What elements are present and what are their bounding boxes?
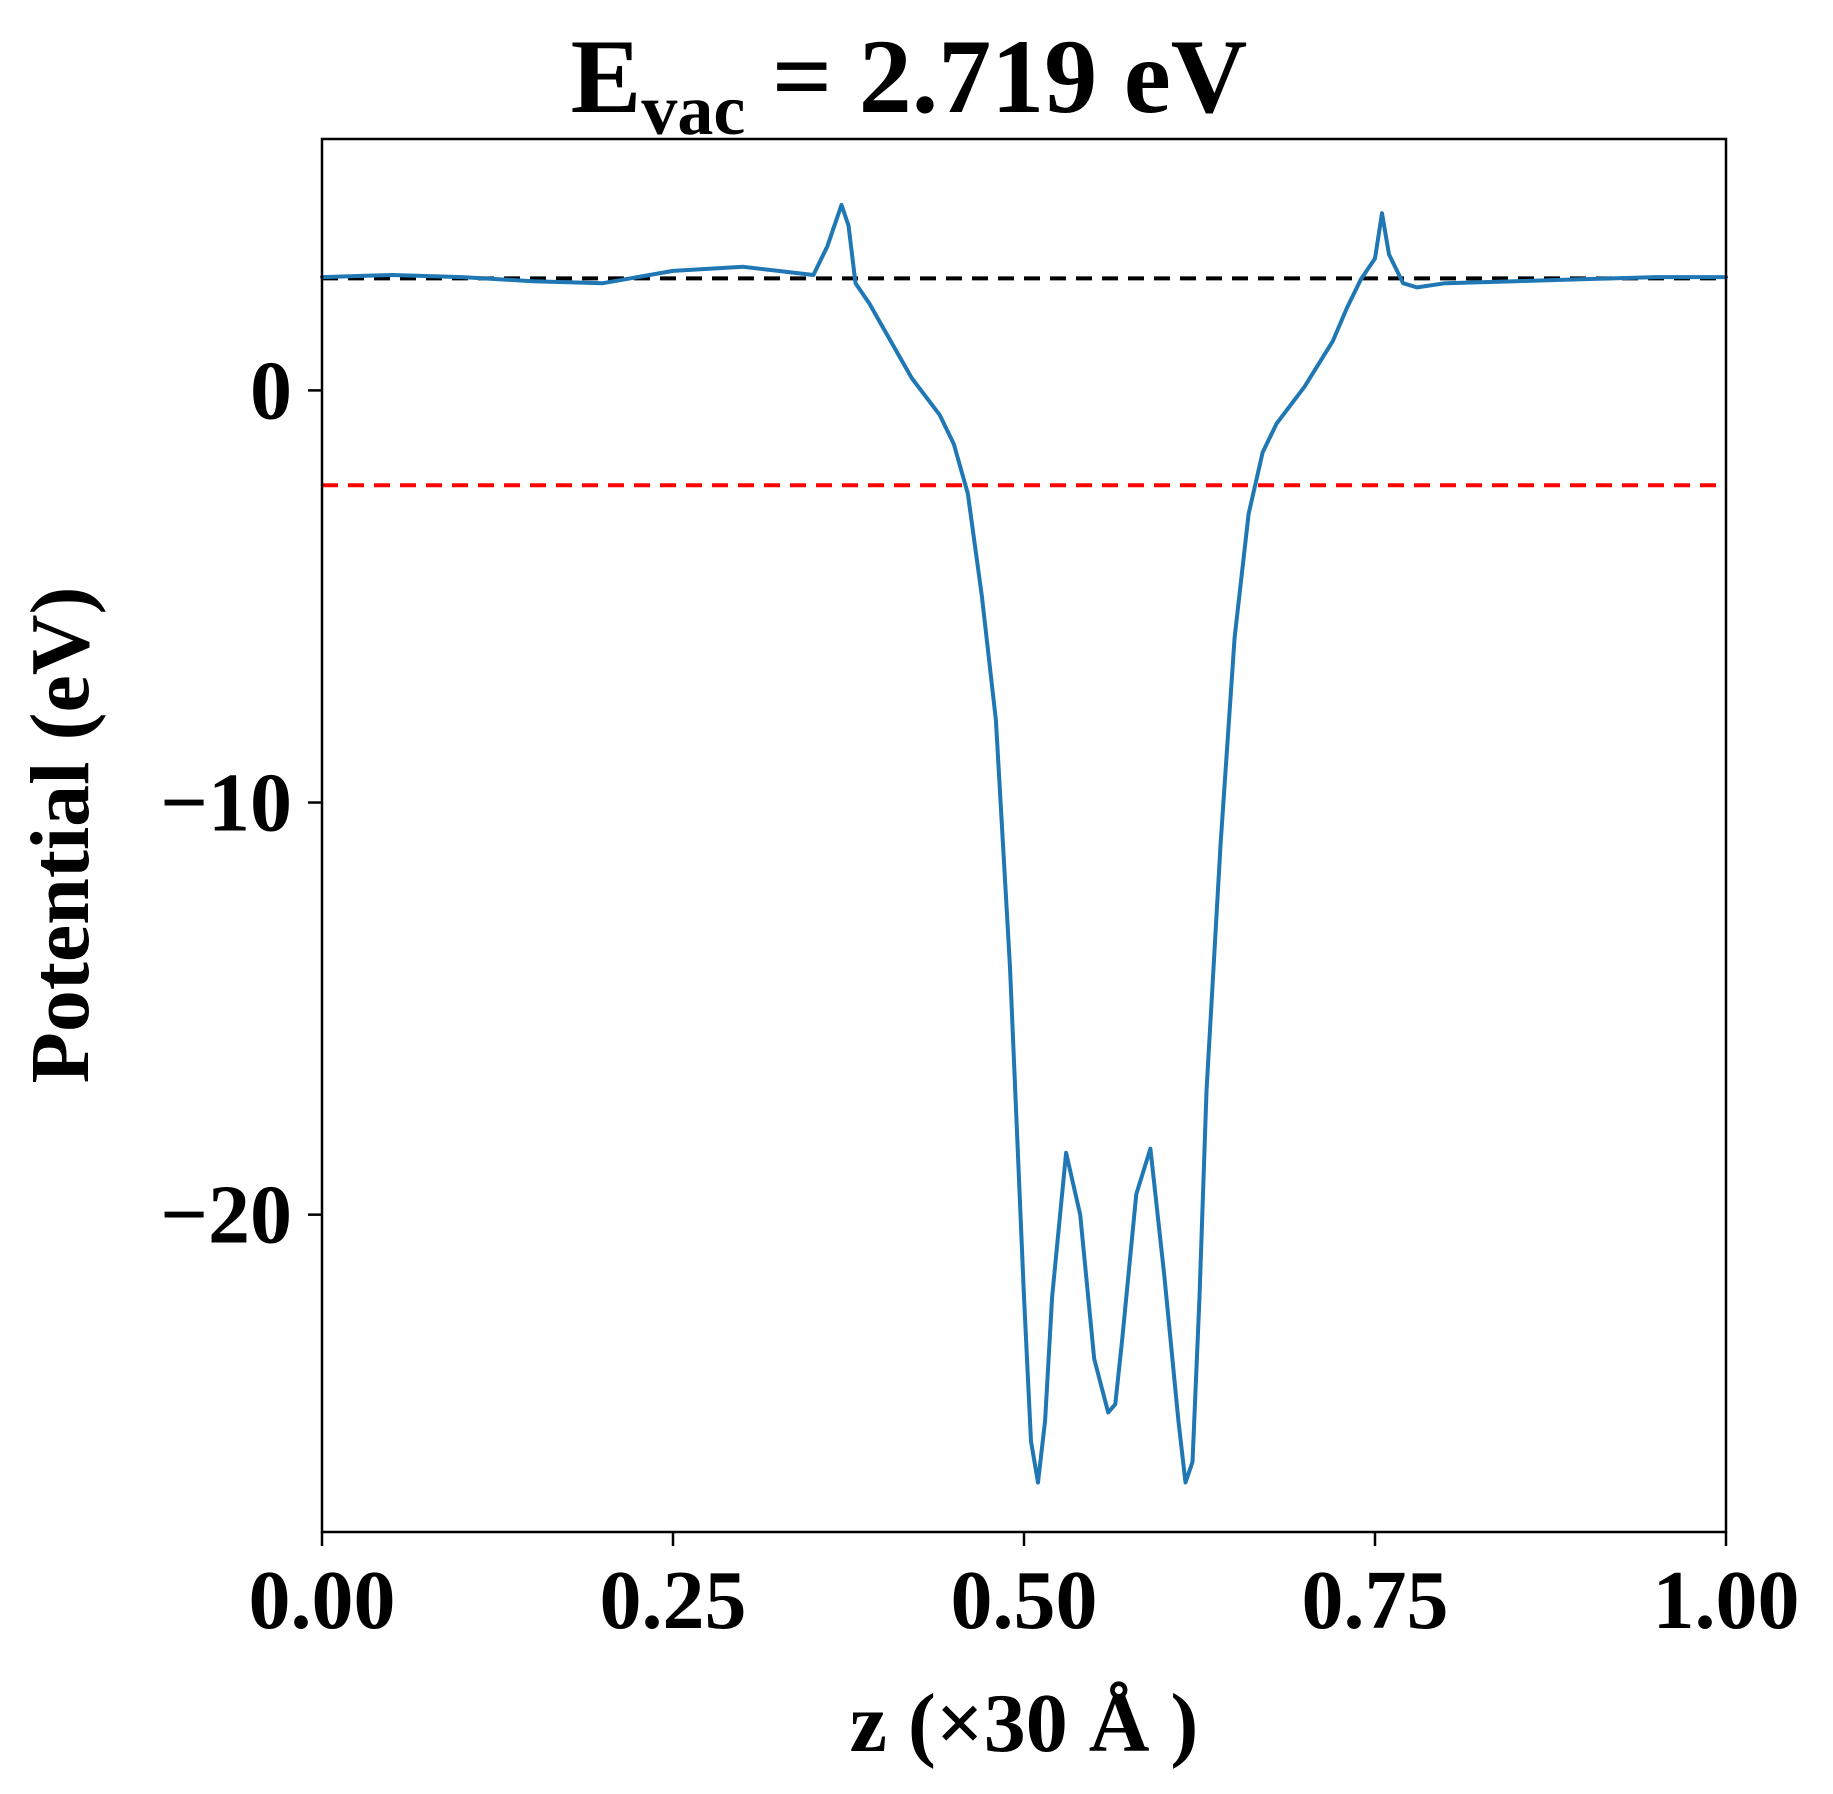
- title-subscript: vac: [641, 70, 745, 150]
- y-tick-label: −10: [160, 757, 292, 850]
- series-layer: [320, 202, 1728, 1485]
- y-tick-label: 0: [250, 344, 292, 437]
- title-main: E: [571, 18, 642, 135]
- x-tick-label: 0.25: [600, 1554, 747, 1647]
- x-axis-label: z (×30 Å ): [850, 1677, 1199, 1770]
- y-tick-label: −20: [160, 1169, 292, 1262]
- y-axis: 0 −10 −20: [160, 344, 322, 1262]
- series-line-0: [320, 202, 1728, 1485]
- chart-title: Evac = 2.719 eV: [571, 18, 1248, 150]
- y-axis-label: Potential (eV): [14, 587, 107, 1084]
- x-tick-label: 0.75: [1302, 1554, 1449, 1647]
- x-tick-label: 1.00: [1653, 1554, 1800, 1647]
- reference-lines: [322, 276, 1726, 488]
- title-rest: = 2.719 eV: [745, 18, 1247, 135]
- x-tick-label: 0.00: [249, 1554, 396, 1647]
- x-axis: 0.00 0.25 0.50 0.75 1.00: [249, 1532, 1800, 1647]
- x-tick-label: 0.50: [951, 1554, 1098, 1647]
